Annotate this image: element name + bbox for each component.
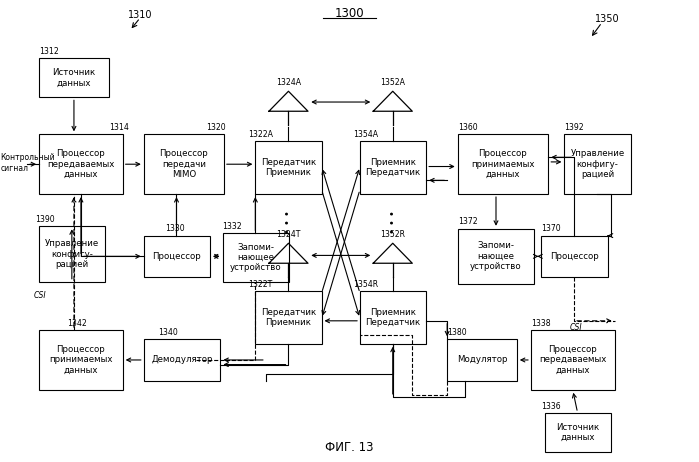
Text: Передатчик
Приемник: Передатчик Приемник <box>261 308 316 327</box>
Text: Приемник
Передатчик: Приемник Передатчик <box>366 308 421 327</box>
Text: 1350: 1350 <box>596 14 620 24</box>
Text: Процессор
передаваемых
данных: Процессор передаваемых данных <box>48 149 115 179</box>
Text: 1354R: 1354R <box>353 280 378 289</box>
Text: 1390: 1390 <box>36 215 55 224</box>
Text: 1320: 1320 <box>206 123 226 132</box>
Text: 1340: 1340 <box>158 328 178 337</box>
Text: 1372: 1372 <box>458 218 477 226</box>
FancyBboxPatch shape <box>222 233 289 282</box>
Text: 1352R: 1352R <box>380 230 405 239</box>
FancyBboxPatch shape <box>541 236 607 277</box>
Text: Демодулятор: Демодулятор <box>151 355 212 365</box>
Text: 1380: 1380 <box>447 328 467 337</box>
FancyBboxPatch shape <box>255 291 322 344</box>
Text: 1324A: 1324A <box>276 78 301 87</box>
Text: 1360: 1360 <box>458 123 477 132</box>
Text: 1342: 1342 <box>67 319 87 328</box>
Text: • • •: • • • <box>284 210 294 234</box>
Text: 1338: 1338 <box>531 319 551 328</box>
FancyBboxPatch shape <box>447 339 517 381</box>
FancyBboxPatch shape <box>255 141 322 194</box>
Text: 1370: 1370 <box>541 225 561 233</box>
Text: 1332: 1332 <box>222 222 242 231</box>
FancyBboxPatch shape <box>360 291 426 344</box>
FancyBboxPatch shape <box>458 229 534 284</box>
Text: Процессор: Процессор <box>152 252 201 261</box>
Text: 1354A: 1354A <box>353 130 378 139</box>
Text: Запоми-
нающее
устройство: Запоми- нающее устройство <box>230 243 282 273</box>
Text: 1312: 1312 <box>39 47 59 56</box>
FancyBboxPatch shape <box>144 134 224 194</box>
Text: Управление
конфигу-
рацией: Управление конфигу- рацией <box>45 239 99 269</box>
Text: Процессор
принимаемых
данных: Процессор принимаемых данных <box>49 345 113 375</box>
Text: 1322T: 1322T <box>248 280 273 289</box>
FancyBboxPatch shape <box>360 141 426 194</box>
Text: 1392: 1392 <box>564 123 584 132</box>
Text: Контрольный
сигнал: Контрольный сигнал <box>1 153 55 172</box>
FancyBboxPatch shape <box>39 226 106 282</box>
Text: Процессор
передаваемых
данных: Процессор передаваемых данных <box>539 345 607 375</box>
Text: Управление
конфигу-
рацией: Управление конфигу- рацией <box>570 149 625 179</box>
Text: Запоми-
нающее
устройство: Запоми- нающее устройство <box>470 242 522 271</box>
Text: • • •: • • • <box>388 210 398 234</box>
Text: 1314: 1314 <box>109 123 129 132</box>
Text: ФИГ. 13: ФИГ. 13 <box>325 441 374 454</box>
FancyBboxPatch shape <box>545 413 611 452</box>
Text: Передатчик
Приемник: Передатчик Приемник <box>261 158 316 177</box>
Text: 1352A: 1352A <box>380 78 405 87</box>
FancyBboxPatch shape <box>39 58 109 97</box>
FancyBboxPatch shape <box>144 236 210 277</box>
Text: CSI: CSI <box>569 323 582 332</box>
FancyBboxPatch shape <box>39 330 123 390</box>
Text: Процессор: Процессор <box>550 252 599 261</box>
Text: Источник
данных: Источник данных <box>556 423 600 442</box>
Text: Источник
данных: Источник данных <box>52 68 96 87</box>
FancyBboxPatch shape <box>531 330 614 390</box>
Text: 1336: 1336 <box>541 401 561 411</box>
Text: Приемник
Передатчик: Приемник Передатчик <box>366 158 421 177</box>
Text: 1300: 1300 <box>335 7 364 20</box>
FancyBboxPatch shape <box>39 134 123 194</box>
Text: 1310: 1310 <box>128 10 152 19</box>
FancyBboxPatch shape <box>458 134 548 194</box>
Text: Модулятор: Модулятор <box>456 355 507 365</box>
Text: 1330: 1330 <box>165 225 185 233</box>
Text: 1324T: 1324T <box>276 230 301 239</box>
Text: 1322A: 1322A <box>248 130 273 139</box>
Text: Процессор
принимаемых
данных: Процессор принимаемых данных <box>471 149 535 179</box>
Text: Процессор
передачи
MIMO: Процессор передачи MIMO <box>159 149 208 179</box>
Text: CSI: CSI <box>34 291 46 300</box>
FancyBboxPatch shape <box>144 339 220 381</box>
FancyBboxPatch shape <box>564 134 630 194</box>
